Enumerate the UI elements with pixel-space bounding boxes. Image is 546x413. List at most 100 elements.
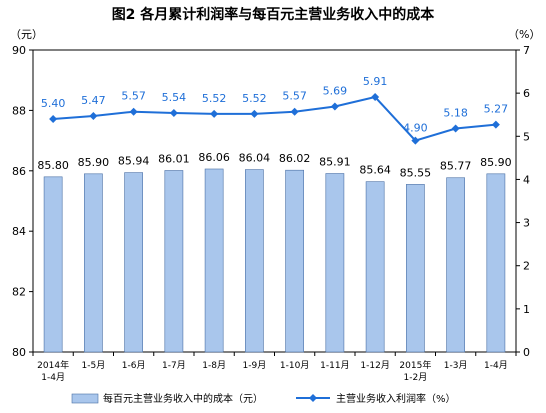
x-axis-category-label-line: 1-7月 (162, 360, 186, 371)
x-axis-category-label: 1-8月 (202, 360, 226, 371)
x-axis-category-label: 2015年 1-2月 (399, 359, 431, 383)
bar (285, 169, 304, 353)
x-axis-category-label-line: 1-3月 (444, 360, 468, 371)
x-axis-category-label: 2014年 1-4月 (37, 359, 69, 383)
x-axis-category-label-line: 1-9月 (243, 360, 267, 371)
bar-data-label: 86.04 (239, 152, 271, 165)
x-axis-category-label: 1-12月 (360, 360, 389, 371)
left-axis-tick-label: 86 (12, 165, 26, 178)
line-series: 5.40 5.47 5.57 5.54 5.52 5.52 5.57 5.69 5.91 4.90… (41, 75, 508, 145)
left-axis-tick-label: 80 (12, 346, 26, 359)
line-data-label: 5.57 (121, 90, 146, 103)
x-axis-category-label: 1-4月 (484, 360, 508, 371)
legend: 每百元主营业务收入中的成本（元） 主营业务收入利润率（%） (71, 392, 456, 405)
line-path (53, 95, 496, 142)
x-axis-category-label: 1-10月 (280, 360, 309, 371)
bar-data-label: 85.55 (400, 166, 432, 179)
x-axis-category-label-line: 1-10月 (280, 360, 309, 371)
x-axis-category-label-line: 1-6月 (122, 360, 146, 371)
bar-data-label: 85.90 (480, 156, 512, 169)
right-axis-tick-label: 5 (523, 130, 530, 143)
bar-data-label: 85.90 (78, 156, 110, 169)
bar (164, 170, 184, 353)
bar (84, 173, 103, 353)
x-axis-category-label-line: 1-4月 (41, 372, 65, 383)
x-axis-category-label: 1-7月 (162, 360, 186, 371)
left-axis-tick-label: 90 (12, 44, 26, 57)
left-axis-tick-label: 84 (12, 225, 26, 238)
legend-line-marker (309, 394, 317, 402)
right-axis-tick-label: 4 (523, 173, 530, 186)
line-marker (89, 112, 98, 121)
bar (446, 177, 465, 353)
right-axis-tick-label: 0 (523, 346, 530, 359)
line-marker (451, 124, 460, 133)
bar-data-label: 86.01 (158, 152, 190, 165)
line-marker (330, 102, 339, 111)
x-axis-category-label: 1-6月 (122, 360, 146, 371)
legend-bar-swatch (71, 393, 99, 404)
line-data-label: 5.54 (162, 91, 187, 104)
bar (204, 168, 224, 353)
x-axis-category-label: 1-11月 (320, 360, 349, 371)
line-data-label: 5.52 (242, 92, 267, 105)
x-axis-category-label: 1-5月 (82, 360, 106, 371)
right-axis-tick-label: 3 (523, 217, 530, 230)
line-marker (129, 107, 138, 116)
left-axis-tick-label: 82 (12, 286, 26, 299)
right-axis-tick-label: 2 (523, 260, 530, 273)
bar (245, 169, 264, 353)
bar-data-label: 85.94 (118, 155, 150, 168)
chart-title: 图2 各月累计利润率与每百元主营业务收入中的成本 (112, 6, 436, 23)
x-axis-category-label: 1-3月 (444, 360, 468, 371)
x-axis-category-label: 1-9月 (243, 360, 267, 371)
line-data-label: 4.90 (403, 122, 428, 135)
right-axis-tick-label: 1 (523, 303, 530, 316)
bar (365, 181, 385, 353)
line-data-label: 5.52 (202, 92, 227, 105)
x-axis-category-label-line: 1-12月 (360, 360, 389, 371)
bar (406, 184, 425, 353)
bar (43, 176, 63, 353)
x-axis-category-label-line: 2014年 (37, 359, 69, 371)
x-axis-category-label-line: 1-11月 (320, 360, 349, 371)
bar (124, 172, 143, 353)
line-data-label: 5.91 (363, 75, 388, 88)
x-axis-category-label-line: 1-8月 (202, 360, 226, 371)
right-axis-tick-label: 6 (523, 87, 530, 100)
bar-data-label: 85.77 (440, 160, 472, 173)
line-marker (49, 115, 58, 124)
bar (486, 173, 506, 353)
right-axis-unit: （%） (508, 28, 540, 41)
line-marker (371, 93, 380, 102)
line-marker (169, 108, 178, 117)
line-marker (250, 109, 259, 118)
line-data-label: 5.69 (323, 85, 348, 98)
x-axis-category-label-line: 1-5月 (82, 360, 106, 371)
bar-data-label: 85.64 (359, 164, 391, 177)
legend-bar-label: 每百元主营业务收入中的成本（元） (103, 392, 263, 405)
right-axis-tick-label: 7 (523, 44, 530, 57)
left-axis-tick-label: 88 (12, 104, 26, 117)
bar-data-label: 85.91 (319, 156, 351, 169)
line-data-label: 5.40 (41, 97, 66, 110)
x-axis-category-label-line: 1-2月 (404, 372, 428, 383)
x-axis-category-label-line: 1-4月 (484, 360, 508, 371)
bar-data-label: 85.80 (37, 159, 69, 172)
line-data-label: 5.18 (443, 107, 468, 120)
bar-series: 85.80 85.90 85.94 86.01 86.06 86.04 86.02 85.91… (37, 151, 512, 353)
line-marker (411, 136, 420, 145)
x-axis-category-label-line: 2015年 (399, 359, 431, 371)
left-axis-unit: （元） (10, 28, 43, 41)
line-data-label: 5.57 (282, 90, 307, 103)
bar-data-label: 86.02 (279, 152, 311, 165)
bar (325, 173, 345, 353)
legend-line-label: 主营业务收入利润率（%） (336, 392, 456, 405)
line-marker (210, 109, 219, 118)
line-marker (491, 120, 500, 129)
line-data-label: 5.47 (81, 94, 106, 107)
bar-data-label: 86.06 (198, 151, 230, 164)
line-data-label: 5.27 (484, 103, 509, 116)
